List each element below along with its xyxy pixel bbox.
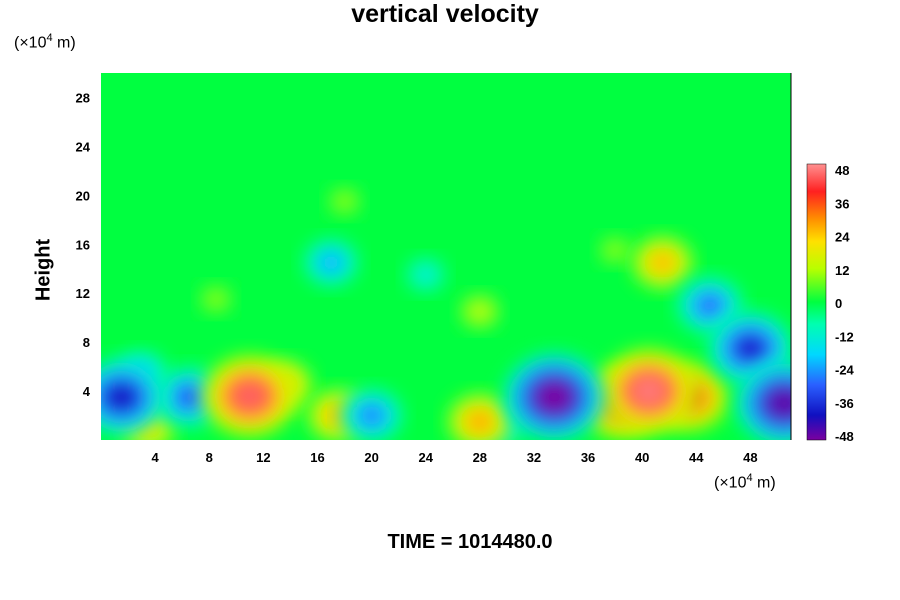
field-contour xyxy=(630,375,667,407)
velocity-field xyxy=(101,185,791,440)
x-tick-label: 32 xyxy=(527,450,541,465)
x-tick-label: 16 xyxy=(310,450,324,465)
colorbar-tick-label: 36 xyxy=(835,196,849,211)
y-axis-ticks: 4 8 12 16 20 24 28 xyxy=(76,90,91,399)
field-contour xyxy=(359,405,384,426)
y-tick-label: 20 xyxy=(76,188,90,203)
colorbar-tick-label: 24 xyxy=(835,230,850,245)
field-feature xyxy=(197,283,235,315)
field-contour xyxy=(337,195,352,208)
x-tick-label: 40 xyxy=(635,450,649,465)
field-contour xyxy=(766,387,791,419)
field-contour xyxy=(471,304,488,319)
colorbar-tick-label: -36 xyxy=(835,396,854,411)
field-feature xyxy=(446,392,514,440)
field-contour xyxy=(417,268,434,282)
x-tick-label: 44 xyxy=(689,450,704,465)
field-contour xyxy=(175,386,202,409)
colorbar-tick-label: 48 xyxy=(835,163,849,178)
field-contour xyxy=(734,334,766,362)
field-feature xyxy=(326,185,363,218)
field-contour xyxy=(535,381,573,414)
field-feature xyxy=(503,353,605,440)
y-tick-label: 28 xyxy=(76,90,90,105)
x-tick-label: 4 xyxy=(152,450,160,465)
field-feature xyxy=(630,235,695,291)
y-tick-label: 8 xyxy=(83,335,90,350)
x-tick-label: 48 xyxy=(743,450,757,465)
y-tick-label: 4 xyxy=(83,384,91,399)
colorbar-tick-label: -12 xyxy=(835,329,854,344)
field-contour xyxy=(105,383,138,411)
field-feature xyxy=(404,256,448,294)
colorbar-tick-label: -24 xyxy=(835,363,855,378)
y-tick-label: 24 xyxy=(76,139,91,154)
field-feature xyxy=(458,292,502,331)
y-tick-label: 16 xyxy=(76,237,90,252)
colorbar-tick-label: -48 xyxy=(835,429,854,444)
x-axis-unit: (×104 m) xyxy=(714,472,776,492)
field-contour xyxy=(608,244,622,257)
field-contour xyxy=(232,381,268,411)
field-feature xyxy=(302,238,360,288)
x-tick-label: 24 xyxy=(418,450,433,465)
field-feature xyxy=(101,359,165,436)
time-label: TIME = 1014480.0 xyxy=(387,531,553,553)
field-feature xyxy=(708,311,791,385)
x-tick-label: 12 xyxy=(256,450,270,465)
x-axis-ticks: 4 8 12 16 20 24 28 32 36 40 44 48 xyxy=(152,450,758,465)
field-contour xyxy=(467,411,493,433)
field-contour xyxy=(697,294,723,316)
colorbar-ticks: 48 36 24 12 0 -12 -24 -36 -48 xyxy=(835,163,855,444)
field-feature xyxy=(202,355,297,437)
field-contour xyxy=(209,293,223,306)
colorbar-tick-label: 12 xyxy=(835,263,849,278)
y-tick-label: 12 xyxy=(76,286,90,301)
chart-title: vertical velocity xyxy=(351,0,539,28)
field-feature xyxy=(735,360,791,440)
y-axis-unit: (×104 m) xyxy=(14,32,76,52)
x-tick-label: 8 xyxy=(206,450,213,465)
x-tick-label: 20 xyxy=(364,450,378,465)
x-tick-label: 36 xyxy=(581,450,595,465)
colorbar-tick-label: 0 xyxy=(835,296,842,311)
x-tick-label: 28 xyxy=(473,450,487,465)
colorbar xyxy=(806,163,827,441)
field-feature xyxy=(339,387,404,440)
field-feature xyxy=(597,234,634,267)
field-feature xyxy=(600,348,698,434)
field-contour xyxy=(650,252,675,273)
field-contour xyxy=(320,253,342,272)
